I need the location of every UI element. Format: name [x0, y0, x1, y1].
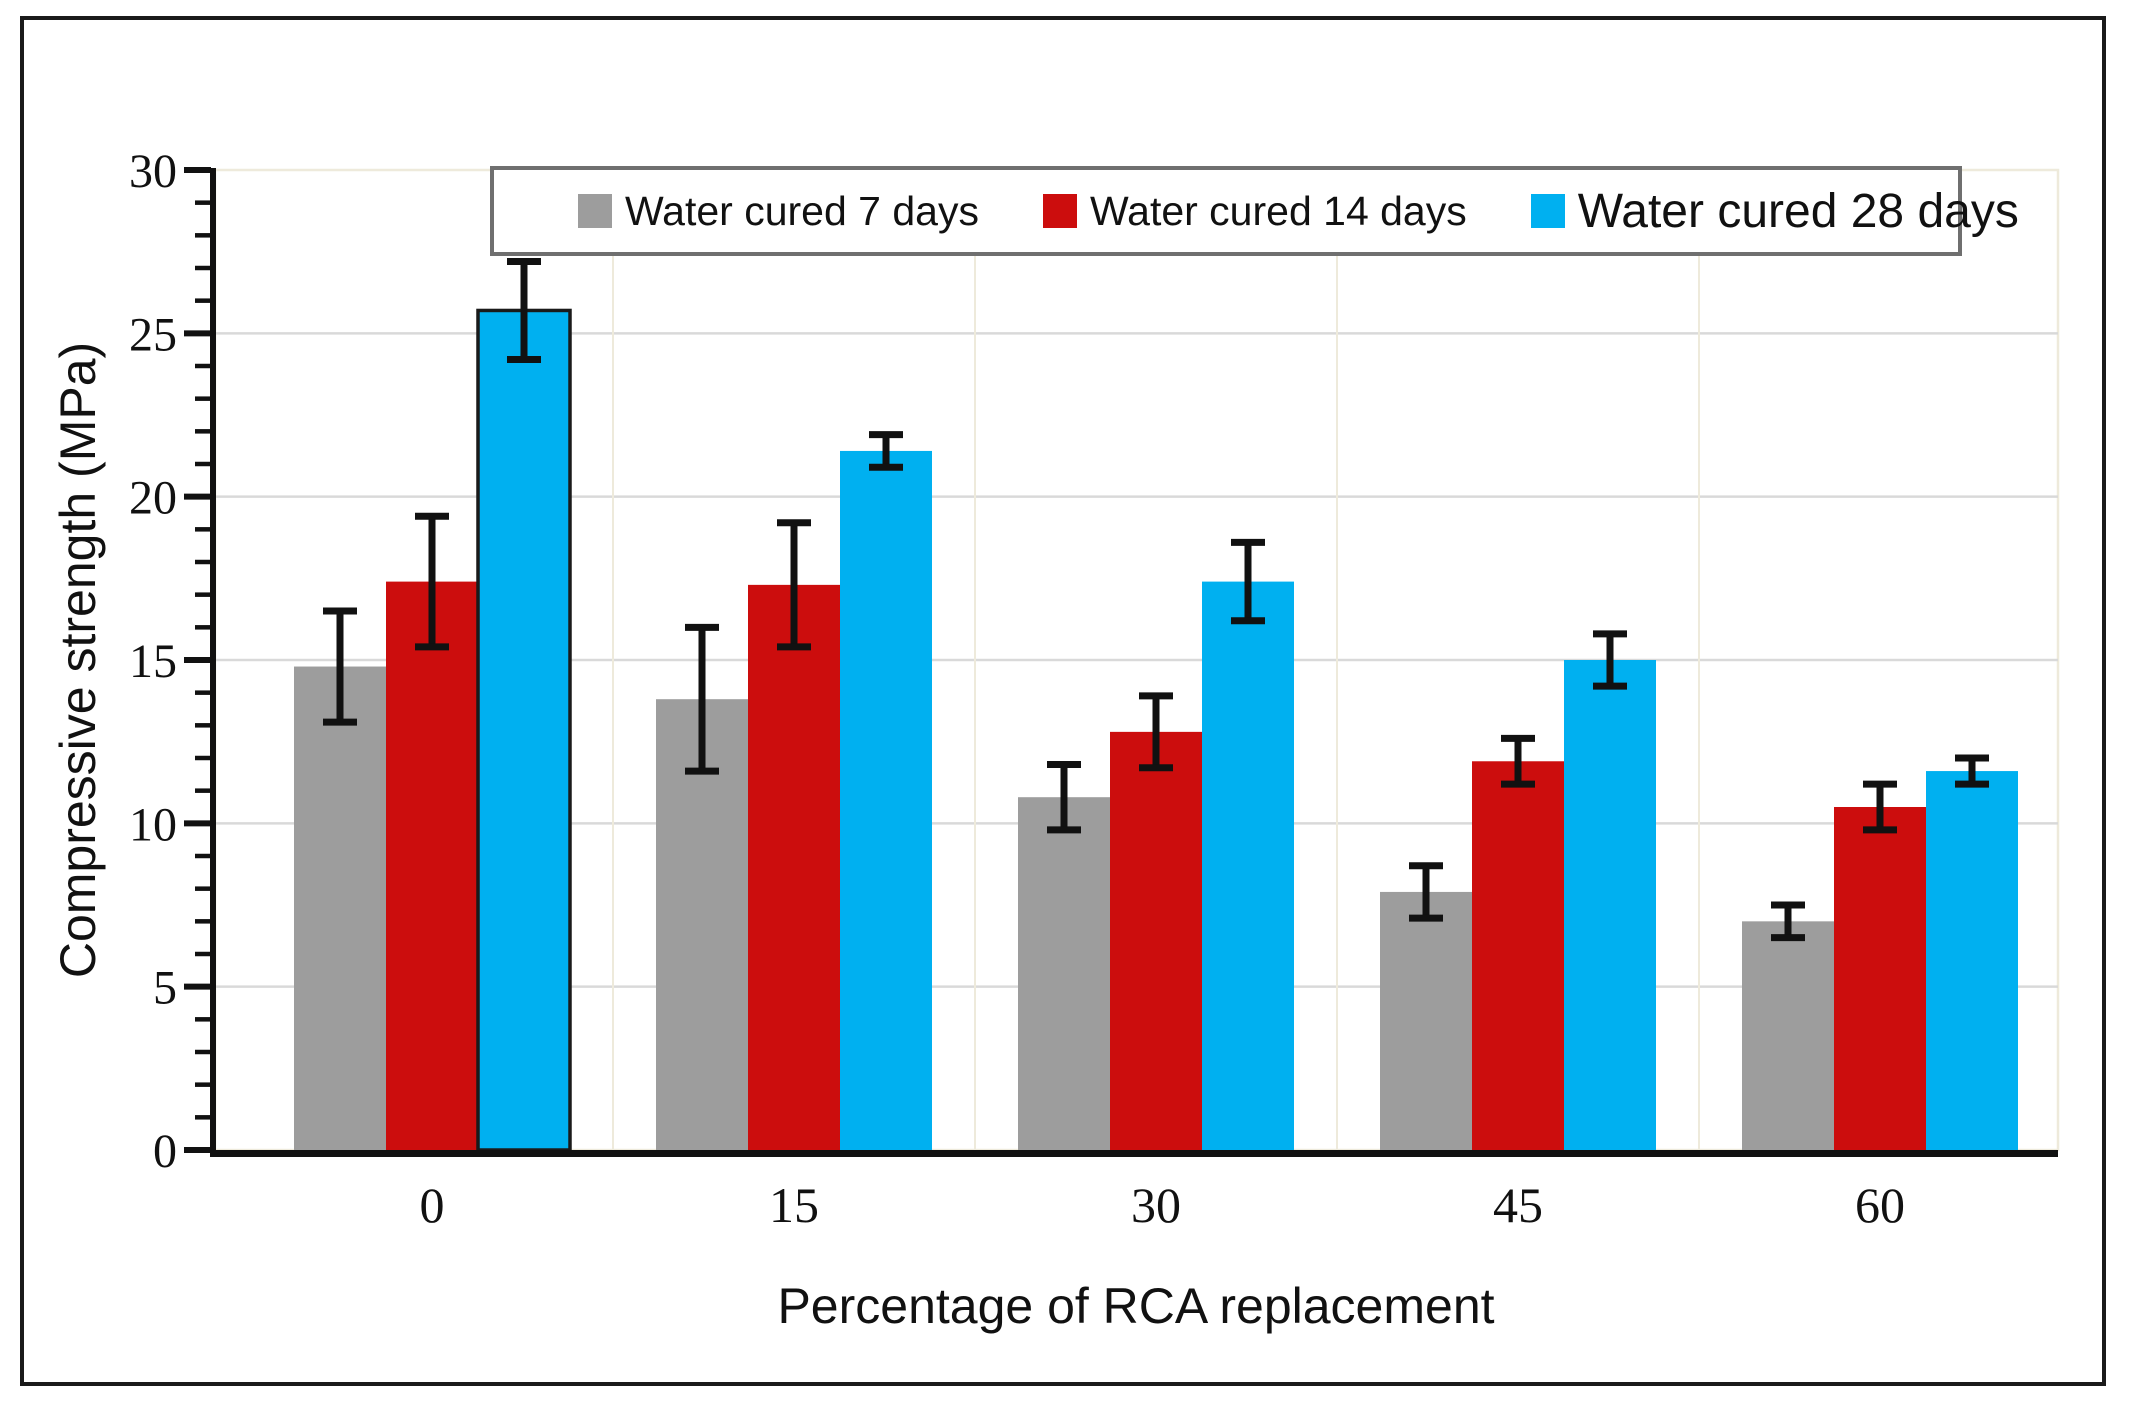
bar-s0-c3: [1380, 891, 1472, 1150]
legend-swatch-7-days-icon: [578, 194, 612, 228]
bar-s1-c3: [1472, 761, 1564, 1150]
bar-s1-c0: [386, 581, 478, 1150]
x-tick-label-60: 60: [1855, 1177, 1905, 1233]
x-tick-label-15: 15: [769, 1177, 819, 1233]
y-tick-label-10: 10: [129, 798, 177, 851]
legend: Water cured 7 days Water cured 14 days W…: [490, 166, 2019, 256]
legend-swatch-14-days-icon: [1042, 194, 1077, 228]
bar-s1-c1: [748, 584, 840, 1150]
bar-s2-c2: [1202, 581, 1294, 1150]
x-axis-title: Percentage of RCA replacement: [777, 1278, 1495, 1334]
bar-s2-c3: [1564, 660, 1656, 1150]
legend-item-14-days: Water cured 14 days: [1042, 187, 1467, 235]
bar-s1-c4: [1834, 807, 1926, 1150]
bar-s1-c2: [1110, 731, 1202, 1150]
legend-item-7-days: Water cured 7 days: [578, 188, 979, 235]
bar-s0-c4: [1742, 921, 1834, 1150]
x-axis-line: [210, 1150, 2058, 1157]
legend-label-28-days: Water cured 28 days: [1577, 184, 2019, 238]
bar-s2-c4: [1926, 771, 2018, 1150]
legend-swatch-28-days-icon: [1530, 194, 1565, 228]
x-tick-label-30: 30: [1131, 1177, 1181, 1233]
legend-label-7-days: Water cured 7 days: [625, 187, 979, 234]
y-tick-label-5: 5: [153, 962, 177, 1015]
legend-label-14-days: Water cured 14 days: [1089, 187, 1467, 234]
bar-s0-c2: [1018, 797, 1110, 1150]
y-axis-line: [210, 168, 216, 1152]
y-tick-label-0: 0: [153, 1125, 177, 1178]
bar-s2-c1: [840, 450, 932, 1150]
y-axis-title: Compressive strength (MPa): [50, 341, 106, 979]
y-tick-label-20: 20: [129, 472, 177, 525]
bar-s2-c0: [476, 308, 572, 1152]
legend-item-28-days: Water cured 28 days: [1530, 184, 2019, 239]
x-tick-label-0: 0: [420, 1177, 445, 1233]
bar-s0-c0: [294, 666, 386, 1150]
x-tick-label-45: 45: [1493, 1177, 1543, 1233]
y-tick-label-25: 25: [129, 308, 177, 361]
y-tick-label-30: 30: [129, 145, 177, 198]
y-tick-label-15: 15: [129, 635, 177, 688]
